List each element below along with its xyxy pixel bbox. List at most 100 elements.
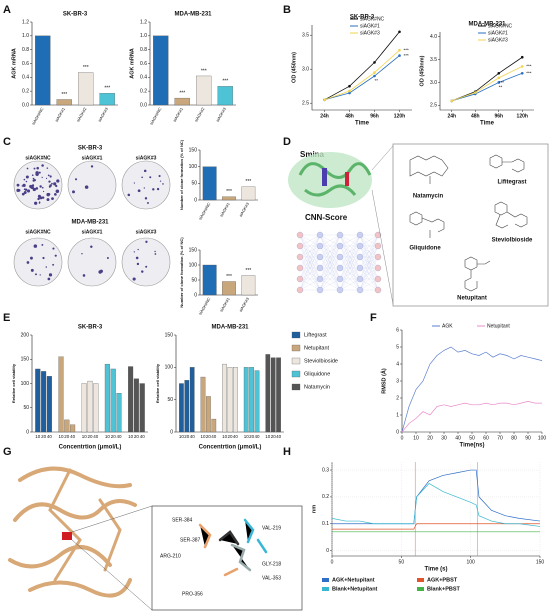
node (296, 264, 304, 272)
series-line (451, 56, 523, 102)
y-tick-label: 2.5 (302, 101, 309, 107)
edge (299, 245, 321, 291)
significance: *** (226, 189, 232, 195)
bar (222, 363, 227, 433)
point (348, 84, 351, 88)
colony (137, 248, 139, 251)
colony (149, 176, 152, 179)
x-tick-label: 40 (254, 434, 260, 439)
x-tick-label: 60 (483, 435, 489, 441)
significance: *** (104, 86, 110, 92)
x-tick-label: 48h (471, 113, 480, 119)
y-tick-label: 2 (396, 395, 399, 401)
legend-label: AGK+Netupitant (332, 577, 375, 583)
colony (137, 189, 141, 193)
panel-label: H (283, 446, 291, 458)
colony (145, 240, 148, 243)
colony (39, 274, 41, 276)
edge (299, 256, 321, 291)
y-axis-label: OD (450nm) (291, 52, 297, 83)
y-axis-label: AGK mRNA (11, 48, 17, 79)
x-tick-label: 10 (222, 434, 228, 439)
bar (222, 281, 236, 296)
x-tick-label: 40 (70, 434, 76, 439)
residue-label: GLY-218 (262, 561, 281, 567)
bar (184, 380, 190, 433)
method-label: CNN-Score (305, 213, 348, 222)
colony (33, 167, 36, 170)
bar (128, 366, 134, 433)
colony (39, 185, 42, 188)
series-line (401, 346, 543, 433)
significance: *** (404, 53, 410, 58)
colony (56, 179, 60, 183)
colony (141, 176, 144, 179)
node (296, 286, 304, 294)
colony (54, 193, 57, 196)
y-tick-label: 0.2 (140, 88, 147, 94)
edge (319, 234, 341, 280)
x-tick-label: 10 (244, 434, 250, 439)
edge (319, 256, 341, 291)
edge (299, 234, 321, 258)
colony (36, 166, 39, 170)
x-tick-label: siAGK#1 (219, 296, 232, 313)
edge (339, 234, 361, 258)
legend-label: Netupitant (487, 323, 510, 329)
x-tick-label: siAGK#NC (31, 106, 45, 125)
neural-network (296, 231, 382, 294)
colony (32, 179, 35, 182)
node (374, 275, 382, 283)
edge (359, 256, 379, 291)
x-tick-label: 50 (399, 559, 405, 565)
edge (299, 234, 321, 280)
colony (45, 266, 48, 268)
colony (31, 184, 34, 187)
colony-title: SK-BR-3 (78, 146, 103, 152)
series-line (332, 469, 541, 525)
x-tick-label: 24h (320, 113, 329, 119)
bar (202, 166, 217, 201)
colony (106, 257, 109, 260)
edge (339, 234, 361, 269)
y-tick-label: 100 (21, 381, 30, 387)
colony (133, 251, 136, 253)
bar (110, 368, 116, 433)
x-axis-label: Time (s) (425, 567, 448, 573)
connector (71, 539, 153, 611)
x-tick-label: 10 (179, 434, 185, 439)
bar (153, 35, 169, 106)
colony (156, 187, 160, 191)
colony (32, 177, 35, 180)
bar (249, 367, 254, 433)
ligand (62, 532, 72, 540)
panel-label: D (283, 136, 291, 148)
x-tick-label: 10 (35, 434, 41, 439)
legend-label: Natamycin (304, 384, 330, 390)
bar (64, 419, 70, 433)
bar (202, 264, 217, 296)
edge (319, 234, 341, 247)
x-tick-label: 20 (271, 434, 277, 439)
y-tick-label: 0.4 (140, 75, 147, 81)
x-tick-label: 40 (116, 434, 122, 439)
x-tick-label: 90 (525, 435, 531, 441)
colony (135, 256, 139, 260)
bar (233, 367, 238, 433)
colony (152, 188, 155, 191)
colony (84, 185, 89, 189)
x-tick-label: 150 (536, 559, 545, 565)
colony (41, 243, 44, 246)
colony (38, 171, 41, 174)
node (356, 264, 364, 272)
edge (359, 278, 379, 291)
colony (22, 183, 26, 187)
legend-label: siAGK#1 (360, 23, 380, 29)
y-tick-label: 0 (194, 197, 197, 203)
colony (132, 277, 136, 281)
y-axis-label: nm (311, 505, 317, 513)
x-tick-label: siAGK#3 (97, 106, 110, 123)
edge (359, 234, 379, 258)
protein-structure (8, 466, 137, 598)
